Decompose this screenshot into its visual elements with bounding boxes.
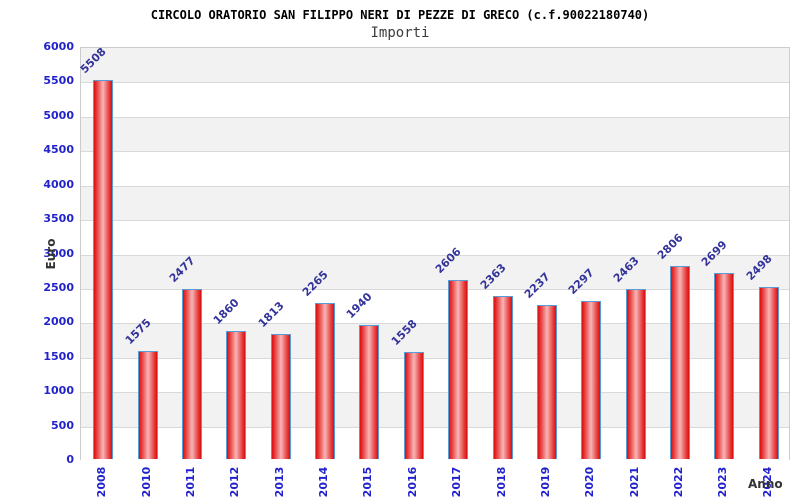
x-tick-label: 2017 — [450, 466, 464, 498]
y-tick-label: 3500 — [43, 212, 74, 226]
y-tick-label: 500 — [51, 418, 74, 432]
x-tick-label: 2015 — [361, 466, 375, 498]
bar-2012 — [226, 330, 247, 459]
x-tick-label: 2022 — [672, 466, 686, 498]
y-tick-label: 1500 — [43, 349, 74, 363]
y-tick-label: 1000 — [43, 384, 74, 398]
y-axis-title: Euro — [44, 238, 58, 270]
gridline — [81, 392, 789, 394]
y-tick-label: 4500 — [43, 143, 74, 157]
bar-2018 — [492, 296, 513, 459]
x-tick-label: 2013 — [272, 466, 286, 498]
x-tick-label: 2010 — [139, 466, 153, 498]
y-tick-label: 2500 — [43, 280, 74, 294]
plot-band — [81, 185, 789, 221]
plot-area: 5508 1575 2477 1860 1813 2265 1940 1558 2606 2363… — [78, 45, 790, 461]
bar-2014 — [315, 303, 336, 459]
gridline — [81, 220, 789, 222]
x-tick-label: 2014 — [317, 466, 331, 498]
chart-title: CIRCOLO ORATORIO SAN FILIPPO NERI DI PEZ… — [150, 8, 650, 22]
x-tick-label: 2018 — [494, 466, 508, 498]
bar-2008 — [93, 79, 114, 459]
bar-2021 — [625, 289, 646, 459]
y-tick-label: 5500 — [43, 74, 74, 88]
gridline — [81, 357, 789, 359]
bar-2010 — [137, 350, 158, 459]
bar-2019 — [536, 305, 557, 459]
x-tick-label: 2023 — [716, 466, 730, 498]
gridline — [81, 185, 789, 187]
plot-band — [81, 116, 789, 152]
gridline — [81, 116, 789, 118]
plot-band — [81, 151, 789, 186]
y-tick-label: 5000 — [43, 108, 74, 122]
bar-2013 — [270, 334, 291, 459]
bar-2011 — [181, 288, 202, 459]
bar-2015 — [359, 325, 380, 459]
gridline — [81, 151, 789, 153]
x-tick-label: 2020 — [583, 466, 597, 498]
x-tick-label: 2019 — [538, 466, 552, 498]
x-tick-label: 2021 — [627, 466, 641, 498]
gridline — [81, 82, 789, 84]
plot-band — [81, 220, 789, 255]
bar-2020 — [581, 300, 602, 459]
y-tick-label: 4000 — [43, 177, 74, 191]
x-tick-label: 2008 — [95, 466, 109, 498]
y-tick-label: 3000 — [43, 246, 74, 260]
x-axis-title: Anno — [748, 477, 783, 491]
y-tick-label: 2000 — [43, 315, 74, 329]
gridline — [81, 254, 789, 256]
bar-2023 — [714, 273, 735, 459]
y-tick-label: 6000 — [43, 40, 74, 53]
bar-2017 — [448, 279, 469, 459]
gridline — [81, 426, 789, 428]
x-tick-label: 2016 — [405, 466, 419, 498]
y-tick-label: 0 — [66, 453, 74, 466]
gridline — [81, 288, 789, 290]
bar-2016 — [403, 351, 424, 459]
chart-subtitle: Importi — [370, 25, 430, 41]
x-tick-label: 2011 — [183, 466, 197, 498]
gridline — [81, 323, 789, 325]
bar-2022 — [670, 265, 691, 459]
plot-band — [81, 82, 789, 117]
plot-band — [81, 48, 789, 83]
x-tick-label: 2012 — [228, 466, 242, 498]
bar-2024 — [758, 287, 779, 459]
